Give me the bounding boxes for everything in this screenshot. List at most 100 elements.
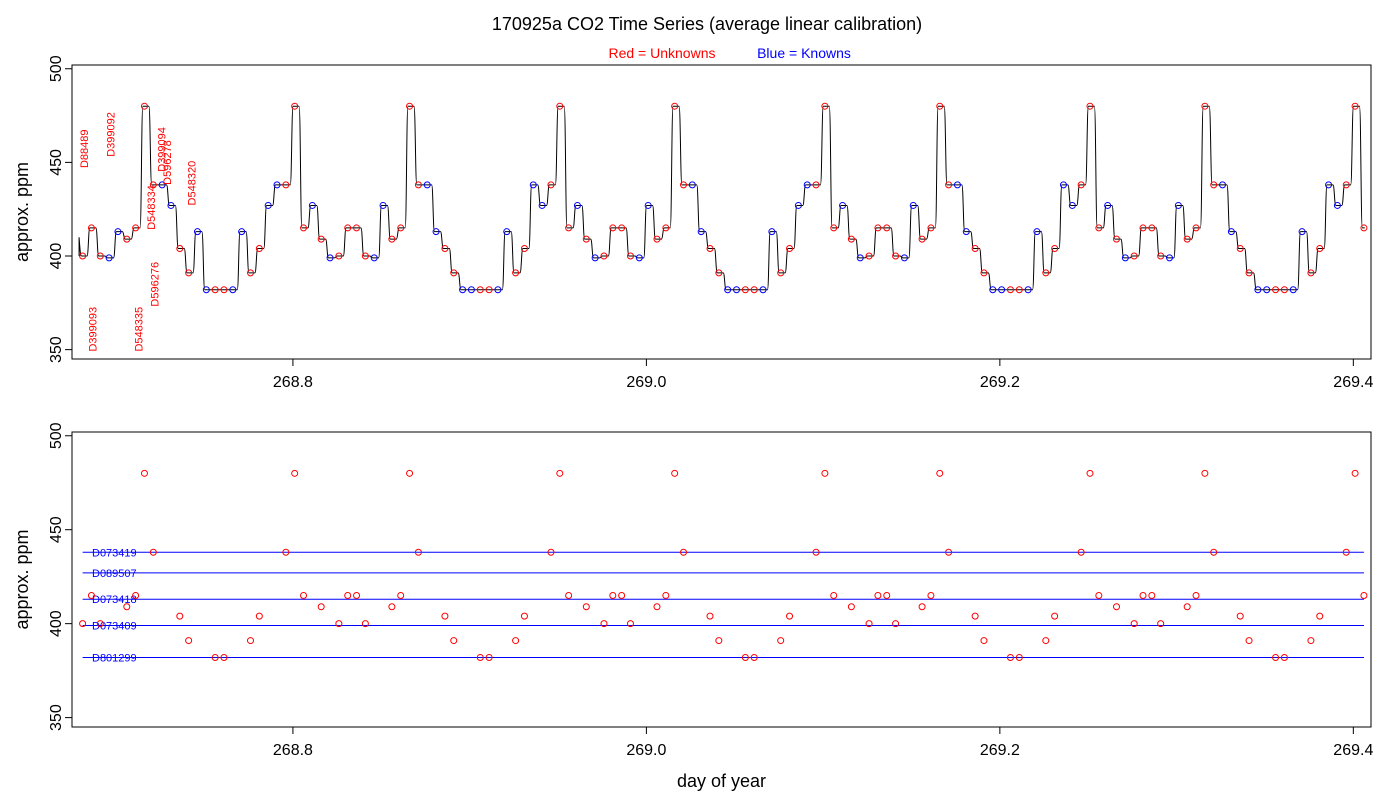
unknown-point bbox=[1192, 224, 1200, 232]
unknown-point bbox=[1113, 603, 1121, 611]
unknown-point bbox=[414, 548, 422, 556]
unknown-point bbox=[892, 252, 900, 260]
known-point bbox=[264, 201, 272, 209]
unknown-point bbox=[185, 269, 193, 277]
unknown-point bbox=[927, 224, 935, 232]
known-point bbox=[494, 286, 502, 294]
chart-title: 170925a CO2 Time Series (average linear … bbox=[492, 14, 922, 34]
unknown-point bbox=[406, 469, 414, 477]
x-tick-label: 269.4 bbox=[1333, 742, 1373, 759]
unknown-point bbox=[1360, 224, 1368, 232]
concentration-trace-line bbox=[78, 105, 1365, 291]
unknown-point bbox=[388, 603, 396, 611]
legend-unknowns: Red = Unknowns bbox=[608, 45, 715, 61]
known-point bbox=[326, 254, 334, 262]
unknown-point bbox=[247, 269, 255, 277]
unknown-point bbox=[626, 252, 634, 260]
unknown-point bbox=[582, 235, 590, 243]
unknown-point bbox=[255, 612, 263, 620]
unknown-point bbox=[132, 591, 140, 599]
unknown-point bbox=[441, 612, 449, 620]
y-tick-label: 400 bbox=[48, 243, 65, 270]
unknown-point bbox=[1201, 469, 1209, 477]
known-point bbox=[724, 286, 732, 294]
unknown-point bbox=[830, 224, 838, 232]
unknown-point bbox=[1307, 269, 1315, 277]
known-point bbox=[1289, 286, 1297, 294]
known-point bbox=[538, 201, 546, 209]
unknown-point bbox=[812, 548, 820, 556]
unknown-point bbox=[79, 252, 87, 260]
known-point bbox=[308, 201, 316, 209]
unknown-point bbox=[741, 653, 749, 661]
known-point bbox=[379, 201, 387, 209]
unknown-point bbox=[149, 548, 157, 556]
unknown-point bbox=[361, 620, 369, 628]
unknown-point bbox=[865, 252, 873, 260]
unknown-point bbox=[1236, 245, 1244, 253]
unknown-point bbox=[317, 603, 325, 611]
unknown-point bbox=[176, 612, 184, 620]
x-axis-label: day of year bbox=[677, 771, 766, 791]
unknown-point bbox=[1351, 469, 1359, 477]
unknown-point bbox=[1148, 224, 1156, 232]
unknown-point bbox=[680, 181, 688, 189]
plot-frame bbox=[71, 64, 1372, 360]
known-point bbox=[635, 254, 643, 262]
unknown-point bbox=[1280, 653, 1288, 661]
x-tick-label: 268.8 bbox=[273, 742, 313, 759]
unknown-point bbox=[936, 469, 944, 477]
unknown-point bbox=[847, 235, 855, 243]
y-axis-label: approx. ppm bbox=[12, 162, 32, 262]
unknown-point bbox=[1342, 548, 1350, 556]
unknown-point bbox=[1272, 653, 1280, 661]
known-point bbox=[1263, 286, 1271, 294]
unknown-point bbox=[1192, 591, 1200, 599]
unknown-point bbox=[671, 469, 679, 477]
unknown-point bbox=[626, 620, 634, 628]
unknown-point bbox=[397, 591, 405, 599]
unknown-point bbox=[609, 224, 617, 232]
unknown-point bbox=[247, 637, 255, 645]
unknown-point bbox=[1139, 591, 1147, 599]
unknown-point bbox=[883, 224, 891, 232]
unknown-point bbox=[388, 235, 396, 243]
unknown-point bbox=[1210, 181, 1218, 189]
unknown-point bbox=[1042, 637, 1050, 645]
unknown-point bbox=[1130, 620, 1138, 628]
known-point bbox=[423, 181, 431, 189]
unknown-point bbox=[211, 653, 219, 661]
unknown-point bbox=[750, 286, 758, 294]
sample-id-label: D88489 bbox=[79, 129, 91, 168]
unknown-point bbox=[211, 286, 219, 294]
known-point bbox=[432, 228, 440, 236]
unknown-point bbox=[300, 224, 308, 232]
unknown-point bbox=[1316, 612, 1324, 620]
unknown-point bbox=[1051, 245, 1059, 253]
unknown-point bbox=[936, 102, 944, 110]
known-point bbox=[644, 201, 652, 209]
y-tick-label: 450 bbox=[48, 149, 65, 176]
known-point bbox=[1059, 181, 1067, 189]
unknown-point bbox=[582, 603, 590, 611]
unknown-point bbox=[1130, 252, 1138, 260]
known-point bbox=[503, 228, 511, 236]
unknown-point bbox=[600, 620, 608, 628]
known-point bbox=[989, 286, 997, 294]
unknown-point bbox=[397, 224, 405, 232]
unknown-point bbox=[1307, 637, 1315, 645]
unknown-point bbox=[1157, 252, 1165, 260]
unknown-point bbox=[1051, 612, 1059, 620]
unknown-point bbox=[662, 591, 670, 599]
known-point bbox=[459, 286, 467, 294]
unknown-point bbox=[140, 469, 148, 477]
unknown-point bbox=[918, 603, 926, 611]
unknown-point bbox=[1183, 603, 1191, 611]
legend-knowns: Blue = Knowns bbox=[757, 45, 851, 61]
unknown-point bbox=[874, 591, 882, 599]
known-point bbox=[759, 286, 767, 294]
unknown-point bbox=[1316, 245, 1324, 253]
sample-id-label: D399093 bbox=[88, 307, 100, 352]
unknown-point bbox=[512, 269, 520, 277]
known-point bbox=[1254, 286, 1262, 294]
